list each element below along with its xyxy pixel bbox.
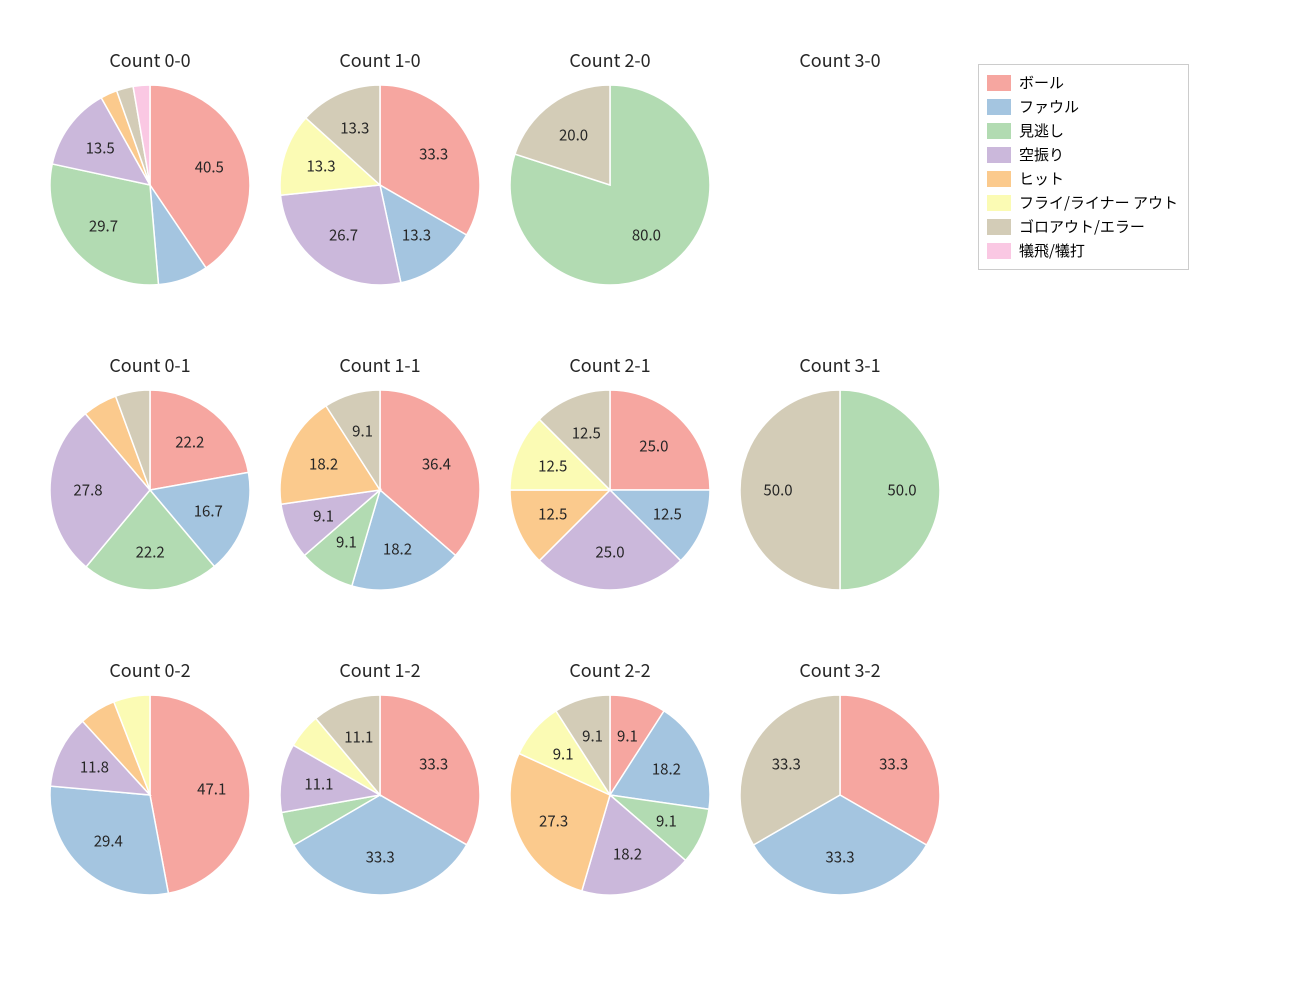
legend-swatch <box>987 99 1011 115</box>
legend: ボールファウル見逃し空振りヒットフライ/ライナー アウトゴロアウト/エラー犠飛/… <box>978 64 1189 270</box>
legend-item-sac: 犠飛/犠打 <box>987 239 1178 263</box>
slice-label: 25.0 <box>595 542 624 563</box>
slice-label: 18.2 <box>613 844 642 865</box>
panel-title: Count 0-1 <box>60 352 240 378</box>
legend-label: ゴロアウト/エラー <box>1019 215 1145 239</box>
slice-label: 80.0 <box>632 225 661 246</box>
slice-label: 47.1 <box>197 779 226 800</box>
slice-label: 9.1 <box>656 810 677 831</box>
slice-label: 9.1 <box>336 532 357 553</box>
slice-label: 9.1 <box>313 505 334 526</box>
panel-title: Count 0-2 <box>60 657 240 683</box>
slice-label: 36.4 <box>422 454 451 475</box>
panel-title: Count 0-0 <box>60 47 240 73</box>
slice-label: 29.4 <box>94 830 123 851</box>
legend-label: ファウル <box>1019 95 1079 119</box>
legend-label: 犠飛/犠打 <box>1019 239 1085 263</box>
slice-label: 12.5 <box>572 422 601 443</box>
slice-label: 27.8 <box>73 480 102 501</box>
slice-label: 33.3 <box>366 846 395 867</box>
slice-label: 18.2 <box>383 539 412 560</box>
panel-title: Count 3-0 <box>750 47 930 73</box>
slice-label: 40.5 <box>195 156 224 177</box>
legend-label: 空振り <box>1019 143 1064 167</box>
legend-item-swing: 空振り <box>987 143 1178 167</box>
slice-label: 11.1 <box>304 774 333 795</box>
slice-label: 18.2 <box>652 759 681 780</box>
slice-label: 33.3 <box>419 753 448 774</box>
slice-label: 26.7 <box>329 225 358 246</box>
legend-item-ball: ボール <box>987 71 1178 95</box>
legend-label: ヒット <box>1019 167 1064 191</box>
panel-title: Count 2-1 <box>520 352 700 378</box>
pie-chart <box>48 83 252 287</box>
slice-label: 13.3 <box>340 118 369 139</box>
slice-label: 9.1 <box>553 744 574 765</box>
legend-swatch <box>987 171 1011 187</box>
legend-item-hit: ヒット <box>987 167 1178 191</box>
panel-title: Count 1-0 <box>290 47 470 73</box>
slice-label: 50.0 <box>887 480 916 501</box>
legend-swatch <box>987 219 1011 235</box>
legend-label: フライ/ライナー アウト <box>1019 191 1178 215</box>
legend-item-groundout: ゴロアウト/エラー <box>987 215 1178 239</box>
legend-label: 見逃し <box>1019 119 1064 143</box>
panel-title: Count 1-2 <box>290 657 470 683</box>
slice-label: 27.3 <box>539 810 568 831</box>
legend-label: ボール <box>1019 71 1064 95</box>
panel-title: Count 2-0 <box>520 47 700 73</box>
panel-title: Count 2-2 <box>520 657 700 683</box>
slice-label: 33.3 <box>419 144 448 165</box>
slice-label: 22.2 <box>136 541 165 562</box>
slice-label: 22.2 <box>175 432 204 453</box>
panel-title: Count 1-1 <box>290 352 470 378</box>
slice-label: 9.1 <box>617 725 638 746</box>
slice-label: 12.5 <box>538 503 567 524</box>
slice-label: 25.0 <box>639 436 668 457</box>
slice-label: 33.3 <box>825 847 854 868</box>
slice-label: 33.3 <box>772 754 801 775</box>
slice-label: 33.3 <box>879 754 908 775</box>
pie-chart <box>508 693 712 897</box>
slice-label: 13.3 <box>306 155 335 176</box>
legend-swatch <box>987 147 1011 163</box>
legend-swatch <box>987 195 1011 211</box>
slice-label: 50.0 <box>763 480 792 501</box>
pie-chart <box>278 388 482 592</box>
panel-title: Count 3-2 <box>750 657 930 683</box>
legend-item-flyout: フライ/ライナー アウト <box>987 191 1178 215</box>
slice-label: 9.1 <box>582 725 603 746</box>
legend-swatch <box>987 75 1011 91</box>
slice-label: 11.8 <box>80 757 109 778</box>
slice-label: 12.5 <box>653 503 682 524</box>
slice-label: 13.3 <box>402 225 431 246</box>
slice-label: 29.7 <box>89 215 118 236</box>
pie-chart <box>278 83 482 287</box>
legend-swatch <box>987 243 1011 259</box>
slice-label: 13.5 <box>86 138 115 159</box>
legend-item-foul: ファウル <box>987 95 1178 119</box>
legend-swatch <box>987 123 1011 139</box>
slice-label: 12.5 <box>538 456 567 477</box>
panel-title: Count 3-1 <box>750 352 930 378</box>
slice-label: 18.2 <box>309 454 338 475</box>
slice-label: 9.1 <box>352 420 373 441</box>
slice-label: 20.0 <box>559 124 588 145</box>
slice-label: 16.7 <box>194 501 223 522</box>
pie-chart <box>508 83 712 287</box>
slice-label: 11.1 <box>344 726 373 747</box>
legend-item-look: 見逃し <box>987 119 1178 143</box>
pie-grid-figure: { "figure": { "width": 1300, "height": 1… <box>0 0 1300 1000</box>
